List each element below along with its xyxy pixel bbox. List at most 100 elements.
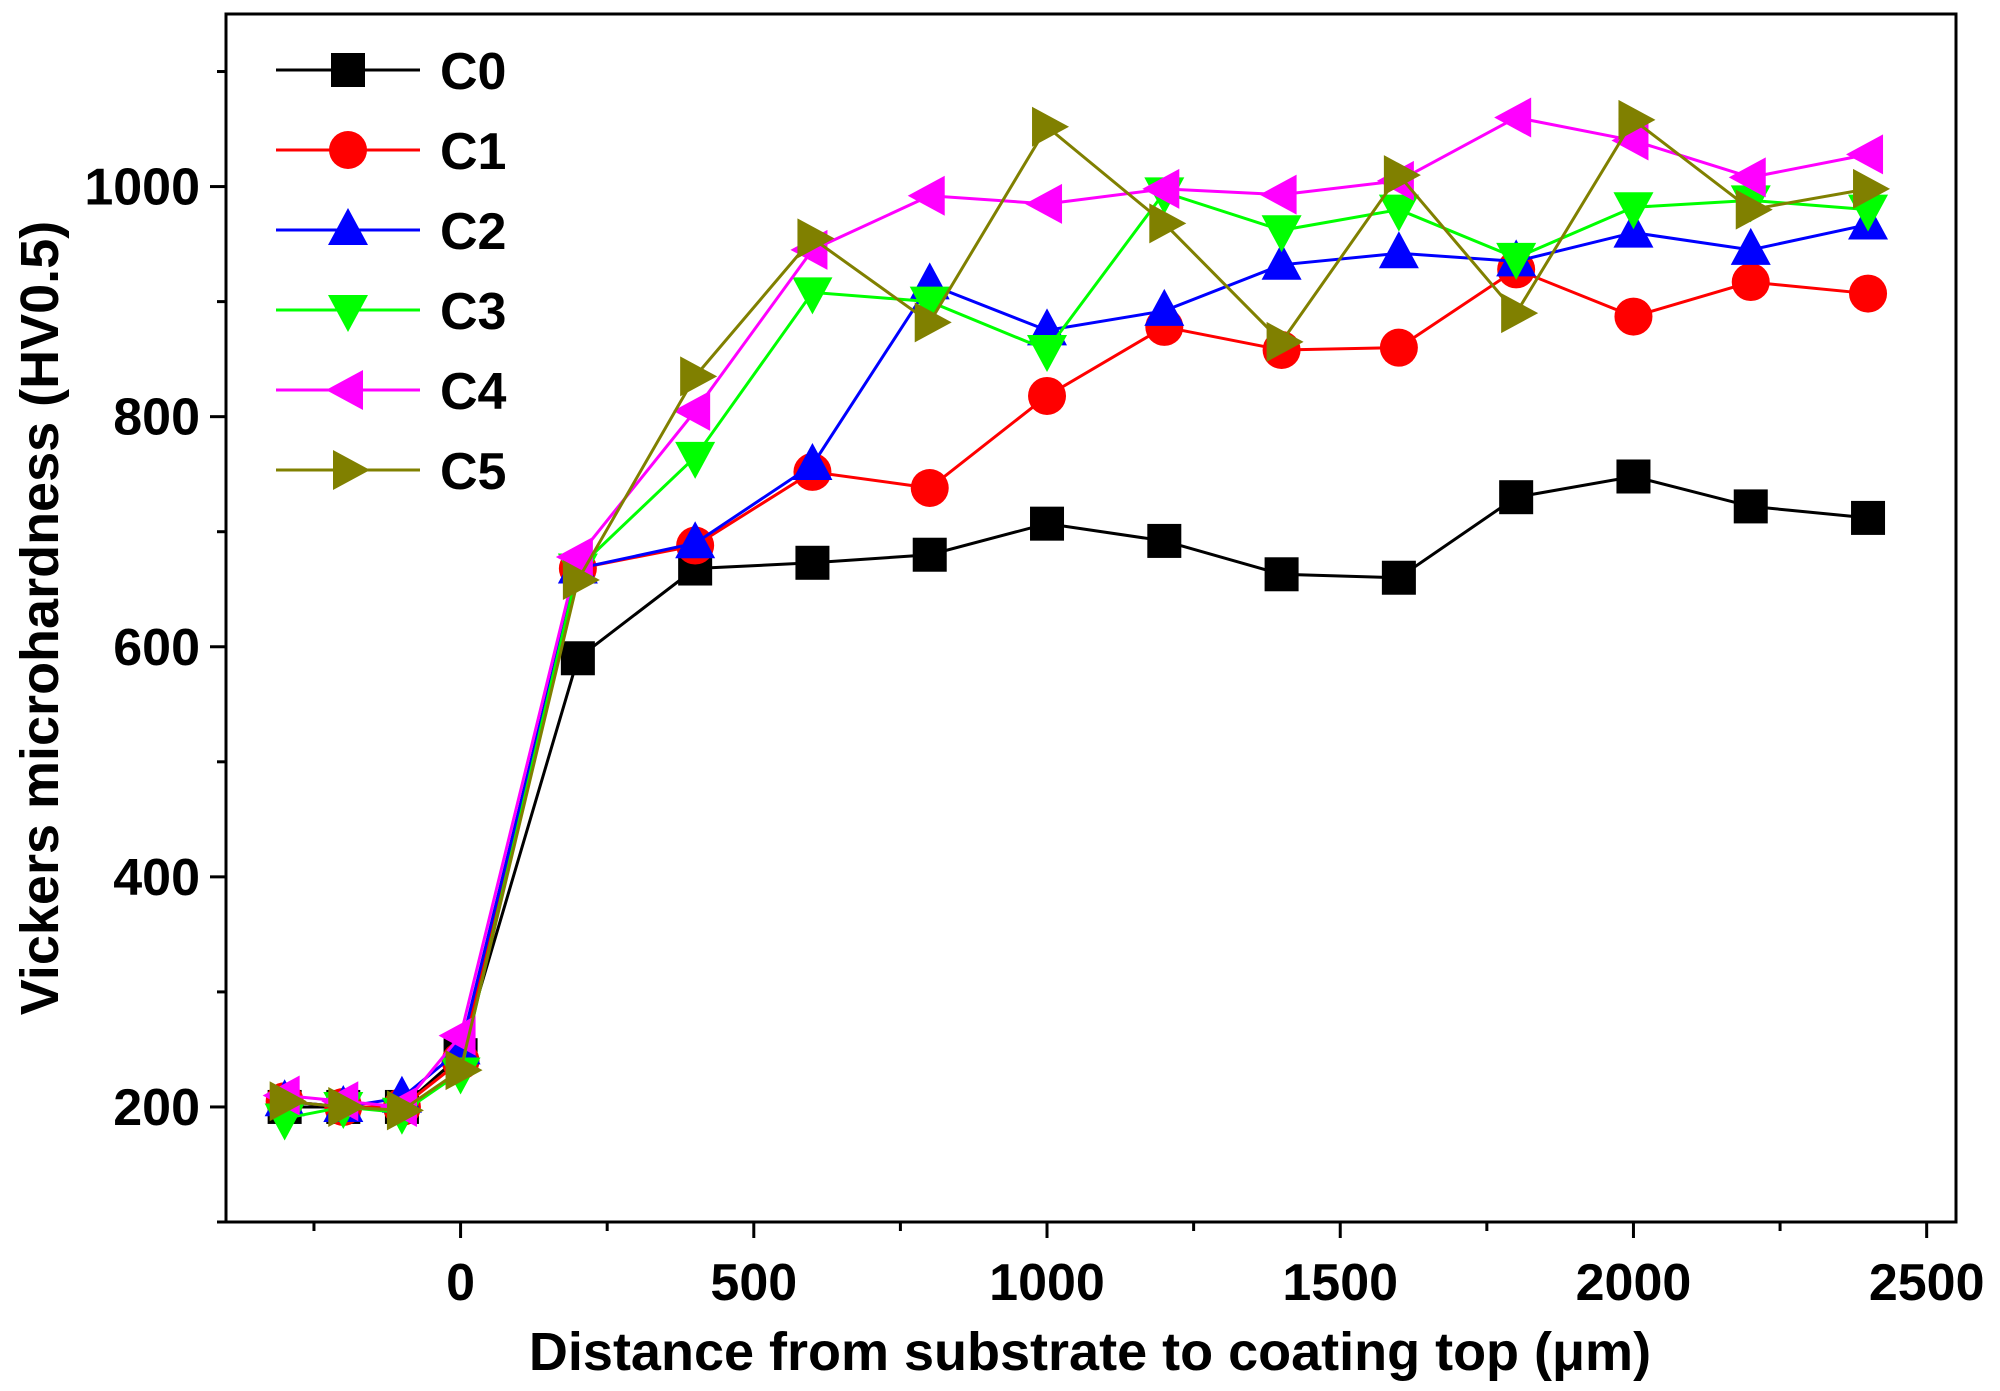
data-point <box>1728 157 1766 198</box>
legend-marker <box>328 295 368 332</box>
x-tick-label: 2000 <box>1576 1254 1692 1312</box>
legend-label: C2 <box>440 203 506 261</box>
legend: C0 C1 C2 C3 C4 C5 <box>276 43 507 501</box>
ticks-layer: 0 500 1000 1500 2000 2500 200 400 600 800 1000 <box>84 70 1985 1312</box>
data-point <box>1496 242 1537 280</box>
data-point <box>1032 106 1070 147</box>
data-point <box>910 468 949 507</box>
data-point <box>792 277 833 315</box>
data-point <box>269 1081 307 1122</box>
data-point <box>562 560 600 601</box>
legend-item-c2: C2 <box>276 203 506 261</box>
legend-item-c3: C3 <box>276 283 506 341</box>
x-tick-label: 500 <box>710 1254 797 1312</box>
legend-label: C3 <box>440 283 506 341</box>
data-point <box>1618 99 1656 140</box>
data-point <box>1379 328 1418 367</box>
data-point <box>675 521 716 559</box>
legend-label: C0 <box>440 43 506 101</box>
data-point <box>797 218 835 259</box>
data-point <box>1846 134 1884 175</box>
data-point <box>1259 174 1297 215</box>
series-line <box>284 115 1869 1109</box>
data-point <box>912 537 947 572</box>
data-point <box>792 442 833 480</box>
data-point <box>1849 274 1888 313</box>
data-point <box>1264 557 1299 592</box>
data-point <box>1494 97 1532 138</box>
data-point <box>675 441 716 479</box>
y-tick-label: 400 <box>113 849 200 907</box>
data-point <box>1611 120 1649 161</box>
plot-frame <box>224 12 1958 1224</box>
legend-item-c0: C0 <box>276 43 506 101</box>
data-point <box>1851 500 1886 535</box>
y-tick-label: 800 <box>113 389 200 447</box>
data-point <box>680 356 718 397</box>
series-line <box>284 117 1869 1112</box>
data-point <box>1025 183 1063 224</box>
data-point <box>795 545 830 580</box>
data-point <box>1614 297 1653 336</box>
x-tick-label: 1500 <box>1282 1254 1398 1312</box>
legend-item-c5: C5 <box>276 443 506 501</box>
series-line <box>284 223 1869 1109</box>
data-point <box>1030 506 1065 541</box>
data-point <box>560 641 595 676</box>
data-point <box>1261 215 1302 253</box>
legend-marker <box>331 53 365 87</box>
data-point <box>1028 376 1067 415</box>
y-tick-label: 1000 <box>84 159 200 217</box>
legend-marker <box>326 370 363 410</box>
data-point <box>1266 321 1304 362</box>
legend-label: C4 <box>440 363 507 421</box>
data-point <box>1378 194 1419 232</box>
series-c1 <box>265 250 1888 1126</box>
series-c5 <box>269 99 1891 1131</box>
series-line <box>284 190 1869 1120</box>
series-line <box>284 474 1869 1109</box>
legend-marker <box>333 450 370 490</box>
data-point <box>1731 263 1770 302</box>
data-point <box>1853 168 1891 209</box>
y-axis-title: Vickers microhardness (HV0.5) <box>10 221 70 1015</box>
data-point <box>1381 560 1416 595</box>
x-axis-title: Distance from substrate to coating top (… <box>529 1322 1651 1382</box>
data-point <box>1501 293 1539 334</box>
data-point <box>1149 203 1187 244</box>
y-tick-label: 200 <box>113 1079 200 1137</box>
data-point <box>907 175 945 216</box>
series-line <box>284 267 1869 1109</box>
data-point <box>1147 523 1182 558</box>
data-point <box>1142 168 1180 209</box>
data-point <box>555 537 593 578</box>
data-point <box>1733 489 1768 524</box>
data-point <box>1027 334 1068 372</box>
legend-marker <box>329 131 367 169</box>
data-point <box>1499 480 1534 515</box>
x-tick-label: 1000 <box>989 1254 1105 1312</box>
data-point <box>673 390 711 431</box>
series-c0 <box>267 459 1886 1124</box>
data-point <box>445 1050 483 1091</box>
data-point <box>914 302 952 343</box>
legend-item-c1: C1 <box>276 123 506 181</box>
data-point <box>1144 288 1185 326</box>
data-point <box>328 1086 366 1127</box>
data-point <box>1261 242 1302 280</box>
data-point <box>1383 155 1421 196</box>
series-c2 <box>264 202 1889 1122</box>
data-point <box>1730 227 1771 265</box>
legend-item-c4: C4 <box>276 363 507 421</box>
series-c4 <box>262 97 1884 1127</box>
legend-label: C5 <box>440 443 506 501</box>
data-point <box>1613 192 1654 230</box>
x-tick-label: 2500 <box>1869 1254 1985 1312</box>
data-point <box>386 1090 424 1131</box>
data-point <box>1378 231 1419 269</box>
data-point <box>909 286 950 324</box>
data-point <box>1616 459 1651 494</box>
legend-label: C1 <box>440 123 506 181</box>
